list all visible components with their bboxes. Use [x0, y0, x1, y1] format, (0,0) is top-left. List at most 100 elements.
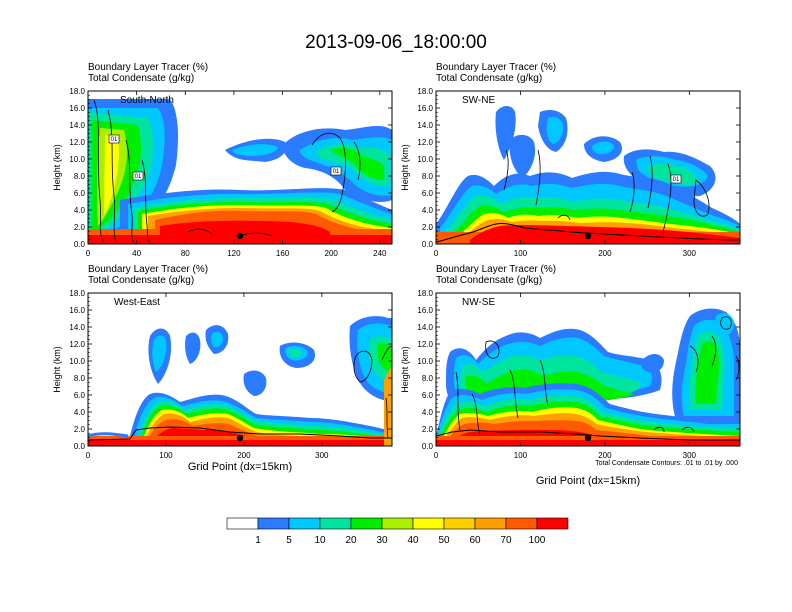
- y-tick-label: 10.0: [69, 155, 85, 164]
- field-label-tracer: Boundary Layer Tracer (%): [436, 62, 556, 73]
- y-tick-label: 12.0: [69, 138, 85, 147]
- contour-label-box: [330, 166, 342, 176]
- y-tick-label: 14.0: [417, 121, 433, 130]
- panel-title: NW-SE: [462, 297, 495, 308]
- y-tick-label: 8.0: [74, 172, 86, 181]
- colorbar-label: 70: [500, 535, 512, 546]
- y-tick-label: 10.0: [417, 357, 433, 366]
- colorbar-label: 60: [469, 535, 481, 546]
- x-tick-label: 200: [598, 249, 612, 258]
- heatmap-field: [88, 316, 392, 446]
- colorbar-swatch: [536, 517, 569, 530]
- y-tick-label: 18.0: [69, 289, 85, 298]
- y-tick-label: 6.0: [422, 391, 434, 400]
- y-tick-label: 18.0: [69, 87, 85, 96]
- colorbar-swatch: [381, 517, 414, 530]
- colorbar-swatch: [350, 517, 383, 530]
- colorbar: 1 5 10 20 30 40 50 60 70 100: [226, 517, 569, 546]
- y-tick-label: 10.0: [69, 357, 85, 366]
- colorbar-label: 40: [407, 535, 419, 546]
- x-tick-label: 100: [514, 249, 528, 258]
- y-tick-label: 8.0: [422, 374, 434, 383]
- contour-label-box: [670, 174, 682, 184]
- x-tick-label: 0: [86, 249, 91, 258]
- panel-title: South-North: [120, 95, 174, 106]
- colorbar-label: 20: [345, 535, 357, 546]
- y-tick-label: 16.0: [417, 306, 433, 315]
- axes-layer: 0.0 2.0 4.0 6.0 8.0 10.0 12.0 14.0 16.0 18.0 0 40 80…: [52, 87, 741, 460]
- heatmap-field: [436, 106, 740, 244]
- colorbar-swatch: [443, 517, 476, 530]
- y-tick-label: 16.0: [69, 104, 85, 113]
- y-axis-label: Height (km): [400, 144, 410, 191]
- panel-axes-south-north: 0.0 2.0 4.0 6.0 8.0 10.0 12.0 14.0 16.0 18.0 0 40 80…: [52, 87, 393, 258]
- y-axis-label: Height (km): [52, 144, 62, 191]
- x-tick-label: 160: [276, 249, 290, 258]
- colorbar-swatch: [412, 517, 445, 530]
- x-tick-label: 0: [86, 451, 91, 460]
- colorbar-swatch: [226, 517, 259, 530]
- y-tick-label: 10.0: [417, 155, 433, 164]
- contour-label: 01: [135, 174, 142, 180]
- figure-title: 2013-09-06_18:00:00: [305, 32, 487, 53]
- condensate-contours: [93, 99, 361, 243]
- y-tick-label: 0.0: [74, 240, 86, 249]
- y-tick-label: 2.0: [422, 223, 434, 232]
- y-tick-label: 4.0: [422, 408, 434, 417]
- contour-label: 01: [673, 177, 680, 183]
- panel-title: SW-NE: [462, 95, 495, 106]
- y-tick-label: 14.0: [69, 323, 85, 332]
- colorbar-label: 100: [529, 535, 546, 546]
- location-marker: [236, 232, 244, 240]
- x-tick-label: 40: [132, 249, 141, 258]
- field-label-condensate: Total Condensate (g/kg): [436, 73, 542, 84]
- colorbar-label: 10: [314, 535, 326, 546]
- y-tick-label: 4.0: [74, 408, 86, 417]
- contour-label: 01: [111, 137, 118, 143]
- field-label-tracer: Boundary Layer Tracer (%): [436, 264, 556, 275]
- colorbar-swatch: [505, 517, 538, 530]
- x-tick-label: 0: [434, 451, 439, 460]
- y-tick-label: 2.0: [74, 223, 86, 232]
- y-tick-label: 12.0: [417, 138, 433, 147]
- contour-label: 01: [333, 169, 340, 175]
- x-tick-label: 200: [237, 451, 251, 460]
- colorbar-swatch: [288, 517, 321, 530]
- colorbar-label: 5: [286, 535, 292, 546]
- y-tick-label: 2.0: [422, 425, 434, 434]
- x-tick-label: 300: [683, 249, 697, 258]
- y-tick-label: 8.0: [422, 172, 434, 181]
- y-tick-label: 16.0: [69, 306, 85, 315]
- x-tick-label: 200: [325, 249, 339, 258]
- y-tick-label: 6.0: [422, 189, 434, 198]
- x-tick-label: 0: [434, 249, 439, 258]
- y-tick-label: 8.0: [74, 374, 86, 383]
- heatmap-field: [436, 308, 740, 446]
- field-label-tracer: Boundary Layer Tracer (%): [88, 62, 208, 73]
- panel-title: West-East: [114, 297, 160, 308]
- y-tick-label: 6.0: [74, 391, 86, 400]
- contour-label-box: [132, 171, 144, 181]
- colorbar-label: 1: [255, 535, 261, 546]
- x-tick-label: 80: [181, 249, 190, 258]
- y-axis-label: Height (km): [52, 346, 62, 393]
- panel-axes-west-east: 0.0 2.0 4.0 6.0 8.0 10.0 12.0 14.0 16.0 18.0 0 100 2…: [52, 289, 393, 460]
- field-label-tracer: Boundary Layer Tracer (%): [88, 264, 208, 275]
- x-tick-label: 300: [683, 451, 697, 460]
- panel-axes-sw-ne: 0.0 2.0 4.0 6.0 8.0 10.0 12.0 14.0 16.0 18.0 0 100 2…: [400, 87, 741, 258]
- y-tick-label: 0.0: [422, 442, 434, 451]
- colorbar-label: 30: [376, 535, 388, 546]
- y-tick-label: 0.0: [74, 442, 86, 451]
- y-tick-label: 12.0: [417, 340, 433, 349]
- location-marker: [236, 434, 244, 442]
- y-tick-label: 12.0: [69, 340, 85, 349]
- colorbar-swatch: [319, 517, 352, 530]
- y-tick-label: 14.0: [69, 121, 85, 130]
- contour-note: Total Condensate Contours: .01 to .01 by…: [595, 460, 738, 467]
- x-tick-label: 200: [598, 451, 612, 460]
- field-label-condensate: Total Condensate (g/kg): [436, 275, 542, 286]
- colorbar-swatch: [257, 517, 290, 530]
- panel-west-east: Boundary Layer Tracer (%) Total Condensa…: [88, 264, 392, 446]
- colorbar-swatch: [474, 517, 507, 530]
